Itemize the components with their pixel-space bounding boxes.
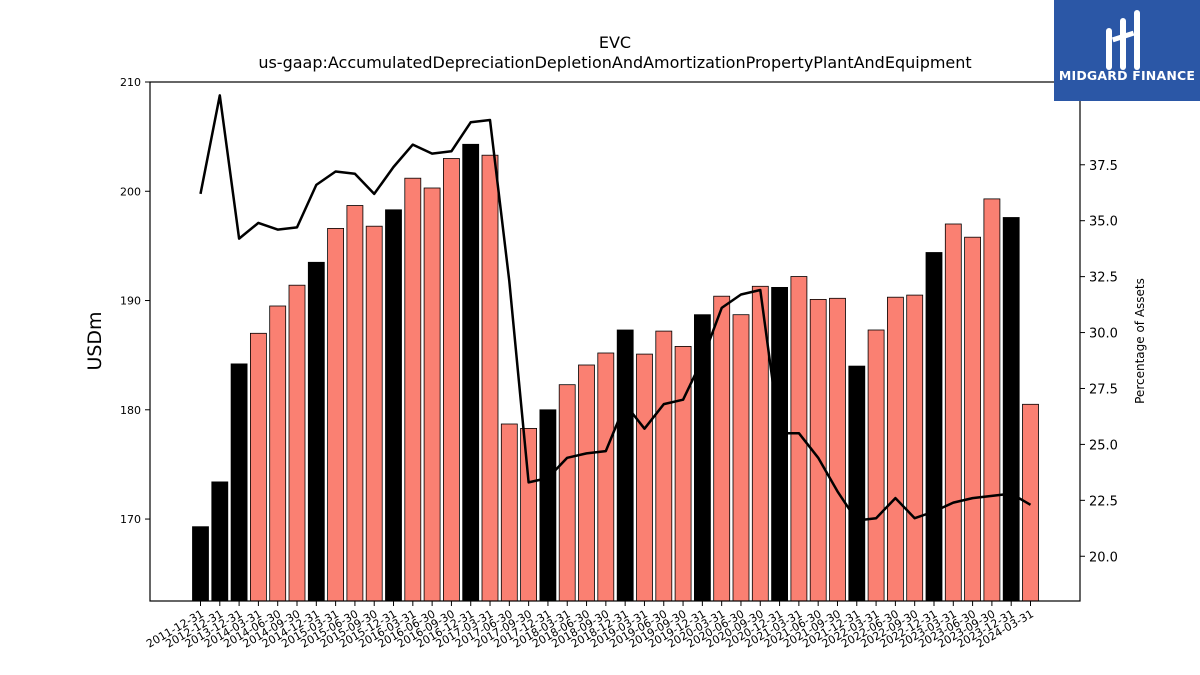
y-tick-label: 190: [120, 295, 141, 308]
bar: [288, 284, 306, 602]
bar: [211, 481, 229, 602]
line-group: [199, 94, 1032, 522]
bar: [616, 329, 634, 602]
bars-group: [192, 143, 1039, 602]
chart-subtitle: us-gaap:AccumulatedDepreciationDepletion…: [258, 53, 971, 72]
bar: [655, 330, 673, 602]
bar: [230, 363, 248, 602]
bar: [500, 423, 518, 602]
y-tick-label: 210: [120, 76, 141, 89]
bar: [346, 205, 364, 602]
bar: [597, 352, 615, 602]
x-axis: 2011-12-312012-12-312013-12-312014-03-31…: [144, 601, 1036, 651]
bar: [578, 364, 595, 602]
percentage-line: [199, 94, 1032, 522]
bar: [964, 236, 981, 602]
bar: [983, 198, 1001, 602]
y-tick-label: 170: [120, 513, 141, 526]
y2-axis-label: Percentage of Assets: [1133, 278, 1147, 404]
bar: [887, 296, 904, 602]
bar: [192, 526, 209, 602]
y-axis-label: USDm: [84, 311, 106, 370]
y-tick-label: 200: [120, 185, 141, 198]
y2-tick-label: 20.0: [1089, 550, 1118, 565]
y2-tick-label: 35.0: [1089, 215, 1118, 230]
chart-title: EVC: [599, 33, 631, 52]
bar: [732, 314, 750, 602]
y2-tick-label: 32.5: [1089, 271, 1118, 286]
bar: [636, 353, 653, 602]
bar: [539, 409, 557, 602]
y2-tick-label: 25.0: [1089, 438, 1118, 453]
bar: [848, 365, 866, 602]
bar: [423, 187, 441, 602]
y2-tick-label: 22.5: [1089, 494, 1118, 509]
bar: [771, 286, 788, 602]
bar: [674, 345, 692, 602]
bar: [829, 297, 846, 602]
y-axis-left: 170 180 190 200 210: [120, 76, 150, 526]
bar: [327, 227, 345, 602]
bar: [713, 295, 731, 602]
y-tick-label: 180: [120, 404, 141, 417]
bar: [269, 305, 287, 602]
plot-frame: [149, 81, 1081, 602]
bar: [365, 225, 383, 602]
bar: [442, 158, 460, 602]
y-axis-right: 20.0 22.5 25.0 27.5 30.0 32.5 35.0 37.5: [1080, 159, 1118, 565]
bar: [520, 427, 537, 602]
bar: [1002, 217, 1020, 602]
bar: [481, 154, 499, 602]
bar: [404, 177, 422, 602]
bar: [906, 294, 924, 602]
bar: [944, 223, 962, 602]
bar: [925, 252, 943, 602]
bar: [385, 209, 402, 602]
logo-text: MIDGARD FINANCE: [1058, 68, 1196, 83]
bar: [249, 332, 267, 602]
bar: [307, 261, 325, 602]
y2-tick-label: 30.0: [1089, 327, 1118, 342]
bar: [462, 143, 480, 602]
bar: [867, 329, 885, 602]
y2-tick-label: 37.5: [1089, 159, 1118, 174]
logo-box: MIDGARD FINANCE: [1054, 0, 1200, 101]
bar: [558, 384, 576, 602]
midgard-logo-icon: [1106, 10, 1140, 70]
y2-tick-label: 27.5: [1089, 382, 1118, 397]
